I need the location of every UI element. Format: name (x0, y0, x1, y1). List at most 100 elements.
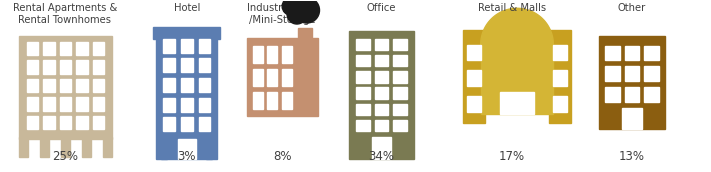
Bar (161, 135, 167, 159)
Bar (252, 69, 262, 86)
Bar (206, 135, 213, 159)
Bar (82, 137, 91, 157)
Bar (553, 70, 567, 86)
Bar (375, 39, 388, 50)
Text: 13%: 13% (619, 150, 645, 163)
Bar (43, 79, 55, 92)
Bar (92, 97, 105, 111)
Bar (644, 66, 658, 81)
Bar (76, 42, 87, 55)
Bar (92, 116, 105, 129)
Bar (76, 116, 87, 129)
Bar (103, 137, 112, 157)
Bar (267, 46, 277, 63)
Bar (198, 98, 210, 112)
Bar (252, 92, 262, 109)
Bar (375, 88, 388, 99)
Bar (349, 31, 414, 159)
Bar (599, 36, 665, 129)
Text: Other: Other (618, 3, 646, 13)
Bar (27, 60, 38, 74)
Bar (372, 137, 391, 159)
Bar (43, 42, 55, 55)
Bar (43, 116, 55, 129)
Bar (481, 45, 553, 114)
Bar (92, 60, 105, 74)
Bar (375, 55, 388, 66)
Text: Industrial/Flex
/Mini-Storage: Industrial/Flex /Mini-Storage (247, 3, 318, 25)
Bar (356, 39, 370, 50)
Bar (61, 137, 70, 157)
Circle shape (282, 0, 300, 15)
Bar (625, 66, 639, 81)
Circle shape (293, 0, 313, 10)
Bar (164, 78, 175, 92)
Bar (356, 104, 370, 115)
Bar (27, 97, 38, 111)
Bar (164, 58, 175, 72)
Bar (553, 96, 567, 112)
Bar (43, 97, 55, 111)
Bar (393, 71, 407, 83)
Text: Retail & Malls: Retail & Malls (478, 3, 546, 13)
Bar (164, 117, 175, 131)
Bar (467, 96, 481, 112)
Bar (393, 104, 407, 115)
Bar (181, 39, 193, 53)
Bar (181, 78, 193, 92)
Text: 17%: 17% (499, 150, 525, 163)
Bar (43, 60, 55, 74)
Bar (76, 97, 87, 111)
Bar (198, 78, 210, 92)
Bar (606, 46, 620, 60)
Bar (356, 71, 370, 83)
Bar (282, 92, 292, 109)
Text: Office: Office (367, 3, 396, 13)
Bar (27, 116, 38, 129)
Bar (625, 87, 639, 102)
Bar (298, 28, 311, 67)
Text: Rental Apartments &
Rental Townhomes: Rental Apartments & Rental Townhomes (13, 3, 117, 25)
Bar (76, 60, 87, 74)
Bar (622, 108, 642, 129)
Bar (282, 69, 292, 86)
Bar (60, 97, 71, 111)
Bar (501, 92, 534, 114)
Bar (18, 36, 112, 139)
Bar (393, 88, 407, 99)
Bar (467, 45, 481, 60)
Bar (60, 116, 71, 129)
Bar (156, 31, 218, 159)
Text: 8%: 8% (273, 150, 292, 163)
Bar (553, 45, 567, 60)
Bar (467, 70, 481, 86)
Bar (606, 66, 620, 81)
Bar (164, 98, 175, 112)
Bar (644, 46, 658, 60)
Bar (375, 120, 388, 131)
Bar (282, 46, 292, 63)
Bar (198, 117, 210, 131)
Bar (27, 79, 38, 92)
Bar (154, 27, 220, 39)
Text: Hotel: Hotel (173, 3, 200, 13)
Bar (356, 120, 370, 131)
Bar (393, 55, 407, 66)
Bar (164, 39, 175, 53)
Bar (356, 88, 370, 99)
Bar (247, 38, 318, 116)
Text: 3%: 3% (178, 150, 196, 163)
Bar (76, 79, 87, 92)
Bar (550, 30, 571, 123)
Bar (181, 98, 193, 112)
Bar (267, 92, 277, 109)
Bar (463, 30, 485, 123)
Bar (606, 87, 620, 102)
Bar (375, 104, 388, 115)
Bar (252, 46, 262, 63)
Bar (60, 60, 71, 74)
Bar (40, 137, 49, 157)
Circle shape (294, 0, 319, 23)
Bar (356, 55, 370, 66)
Circle shape (287, 4, 306, 24)
